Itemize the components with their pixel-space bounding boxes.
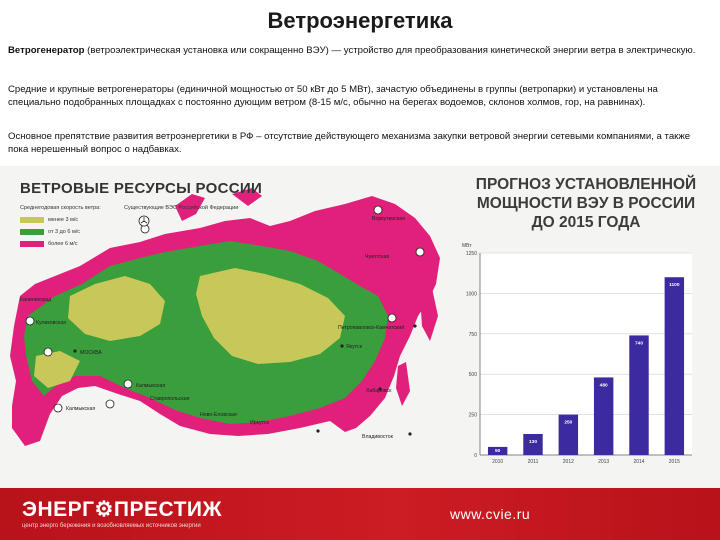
wind-farm-icon xyxy=(53,403,63,413)
y-tick-label: 0 xyxy=(474,453,477,459)
island-arctic xyxy=(232,188,262,206)
y-axis-label: МВт xyxy=(462,243,472,249)
wind-farm-icon xyxy=(373,205,383,215)
chart-bar xyxy=(664,277,685,455)
city-label: Калмыкская xyxy=(136,383,165,389)
website-link[interactable]: www.cvie.ru xyxy=(450,506,531,522)
russia-map-yellow-zone-south xyxy=(34,351,80,388)
island-kamchatka xyxy=(420,288,438,341)
wind-farm-icon xyxy=(123,379,133,389)
russia-map-yellow-zone-west xyxy=(68,276,165,341)
city-dots xyxy=(73,324,417,436)
city-label: Чукотская xyxy=(365,254,389,260)
city-label: МОСКВА xyxy=(80,350,102,356)
city-label: Воркутинская xyxy=(372,216,405,222)
wind-turbine-icon xyxy=(138,215,150,227)
chart-bar xyxy=(487,446,508,455)
city-label: Хабаровск xyxy=(366,388,392,394)
company-tagline: центр энерго бережения и возобновляемых … xyxy=(22,523,201,529)
wind-farm-markers xyxy=(25,205,425,413)
page-title: Ветроэнергетика xyxy=(267,8,453,33)
wind-resources-map: Калининград Куликовская МОСКВА Калмыкска… xyxy=(10,188,440,446)
island-sakhalin xyxy=(396,362,410,406)
map-title: ВЕТРОВЫЕ РЕСУРСЫ РОССИИ xyxy=(20,180,263,197)
paragraph-generators: Средние и крупные ветрогенераторы (едини… xyxy=(8,84,658,108)
chart-bar xyxy=(558,414,579,455)
wind-farm-icon xyxy=(415,247,425,257)
chart-plot-area xyxy=(480,253,692,455)
x-tick-label: 2011 xyxy=(528,459,539,465)
city-label: Ставропольская xyxy=(150,396,190,402)
bar-value-label: 130 xyxy=(529,439,537,445)
chart-title-line: ПРОГНОЗ УСТАНОВЛЕННОЙ xyxy=(475,176,697,193)
legend-existing-heading: Существующие ВЭС Российской Федерации xyxy=(124,205,239,211)
chart-bar xyxy=(523,433,543,455)
legend-speed-heading: Среднегодовая скорость ветра: xyxy=(20,205,101,211)
city-label: Владивосток xyxy=(362,434,394,440)
x-tick-label: 2012 xyxy=(563,459,574,465)
paragraph-definition: Ветрогенератор (ветроэлектрическая устан… xyxy=(8,45,708,58)
russia-map-yellow-zone-siberia xyxy=(196,268,345,364)
legend-label-mid: от 3 до 6 м/с xyxy=(48,229,81,235)
legend-swatch-low xyxy=(20,217,44,223)
y-tick-label: 250 xyxy=(469,413,478,419)
bar-value-label: 1100 xyxy=(669,282,680,288)
legend-item-low: менее 3 м/с xyxy=(20,217,78,223)
y-tick-label: 1250 xyxy=(466,251,477,257)
bar-value-label: 740 xyxy=(635,340,643,346)
bar-value-label: 250 xyxy=(564,420,572,426)
y-tick-label: 750 xyxy=(469,332,478,338)
legend-label-high: более 6 м/с xyxy=(48,241,78,247)
wind-farm-icon xyxy=(387,313,397,323)
legend-label-low: менее 3 м/с xyxy=(48,217,79,223)
x-tick-label: 2010 xyxy=(492,459,503,465)
wind-farm-icon xyxy=(105,399,115,409)
chart-bar xyxy=(629,335,649,455)
y-tick-label: 1000 xyxy=(466,291,477,297)
legend-swatch-mid xyxy=(20,229,44,235)
city-label: Петропавловск-Камчатский xyxy=(338,324,404,331)
legend-swatch-high xyxy=(20,241,44,247)
city-label: Ново-Еловская xyxy=(200,412,237,418)
bar-value-label: 50 xyxy=(495,448,501,454)
city-label: Калининград xyxy=(20,297,51,303)
wind-farm-icon xyxy=(25,316,35,326)
chart-title: ПРОГНОЗ УСТАНОВЛЕННОЙ МОЩНОСТИ ВЭУ В РОС… xyxy=(462,175,710,232)
capacity-forecast-chart: 0 250 500 750 1000 1250 МВт 50 2010 130 2011 250 201… xyxy=(462,243,692,465)
city-labels: Калининград Куликовская МОСКВА Калмыкска… xyxy=(20,216,405,440)
chart-title-line: ДО 2015 ГОДА xyxy=(531,214,641,231)
city-label: Куликовская xyxy=(36,320,66,326)
x-tick-label: 2014 xyxy=(633,459,644,465)
term-bold: Ветрогенератор xyxy=(8,45,85,56)
paragraph-obstacle: Основное препятствие развития ветроэнерг… xyxy=(8,131,691,155)
definition-text: (ветроэлектрическая установка или сокращ… xyxy=(84,45,696,56)
island-novaya-zemlya xyxy=(175,194,205,221)
city-label: Калмыкская xyxy=(66,406,95,412)
bar-value-label: 480 xyxy=(600,382,608,388)
city-label: Якутск xyxy=(346,344,363,350)
legend-item-mid: от 3 до 6 м/с xyxy=(20,229,80,235)
company-logo: ЭНЕРГ⚙ПРЕСТИЖ xyxy=(22,498,223,521)
wind-farm-icon xyxy=(43,347,53,357)
chart-title-line: МОЩНОСТИ ВЭУ В РОССИИ xyxy=(476,195,696,212)
chart-bar xyxy=(593,377,614,455)
y-tick-label: 500 xyxy=(469,372,478,378)
x-tick-label: 2013 xyxy=(598,459,609,465)
footer-bar xyxy=(0,488,720,540)
city-label: Иркутск xyxy=(250,420,269,426)
x-tick-label: 2015 xyxy=(669,459,680,465)
legend-item-high: более 6 м/с xyxy=(20,241,78,247)
